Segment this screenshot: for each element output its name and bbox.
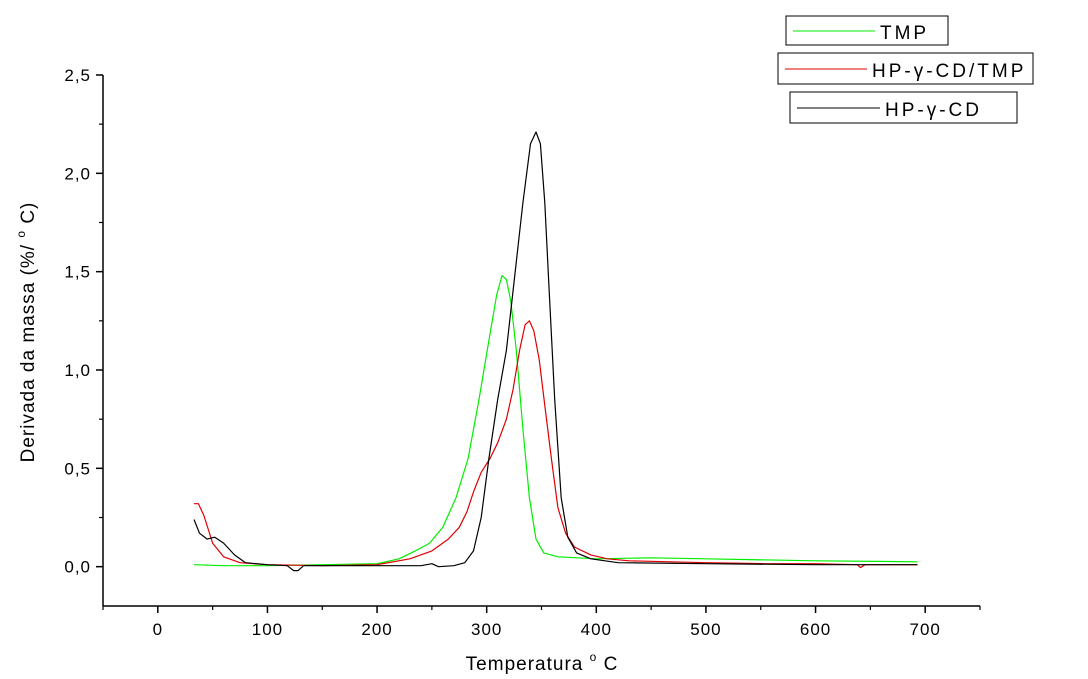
legend-box-hp-gamma-cd-tmp — [777, 52, 1034, 85]
legend-entry-hp-gamma-cd: HP-γ-CD — [789, 91, 1018, 124]
legend: TMP HP-γ-CD/TMP HP-γ-CD — [777, 15, 1034, 124]
x-tick-label: 200 — [361, 620, 392, 639]
x-tick-label: 700 — [910, 620, 941, 639]
legend-label-hp-gamma-cd-tmp: HP-γ-CD/TMP — [872, 61, 1026, 82]
x-tick-label: 600 — [800, 620, 831, 639]
x-axis-label-text: Temperatura — [466, 654, 584, 675]
axes: 0 100 200 300 400 500 600 700 0,0 0,5 1,0 1,5 2,0 2,5 — [64, 66, 981, 639]
legend-entry-hp-gamma-cd-tmp: HP-γ-CD/TMP — [777, 52, 1034, 85]
x-tick-label: 400 — [581, 620, 612, 639]
x-axis-label-degree: o — [590, 650, 598, 664]
series-line-0 — [193, 275, 918, 567]
y-tick-label: 0,0 — [64, 558, 91, 577]
y-tick-label: 2,5 — [64, 66, 91, 85]
legend-box-hp-gamma-cd — [789, 91, 1018, 124]
x-axis-label: Temperatura o C — [466, 645, 619, 675]
x-tick-label: 100 — [252, 620, 283, 639]
y-tick-label: 2,0 — [64, 164, 91, 183]
series-line-1 — [194, 320, 918, 569]
x-tick-label: 0 — [153, 620, 163, 639]
x-axis-label-unit: C — [604, 654, 619, 675]
y-tick-label: 1,5 — [64, 263, 91, 282]
y-axis-label-text: Derivada da massa (%/ — [18, 244, 39, 462]
y-axis-label-unit: C) — [18, 202, 39, 224]
legend-entry-tmp: TMP — [785, 15, 949, 46]
y-axis-label-degree: o — [14, 230, 28, 238]
y-tick-label: 1,0 — [64, 361, 91, 380]
series-line-2 — [193, 131, 918, 572]
x-tick-label: 500 — [690, 620, 721, 639]
y-axis-label: Derivada da massa (%/ o C) — [9, 202, 39, 463]
x-tick-label: 300 — [471, 620, 502, 639]
legend-label-tmp: TMP — [880, 23, 929, 44]
legend-label-hp-gamma-cd: HP-γ-CD — [885, 100, 982, 121]
y-tick-label: 0,5 — [64, 459, 91, 478]
series-group — [193, 131, 918, 572]
legend-box-tmp — [785, 15, 949, 46]
